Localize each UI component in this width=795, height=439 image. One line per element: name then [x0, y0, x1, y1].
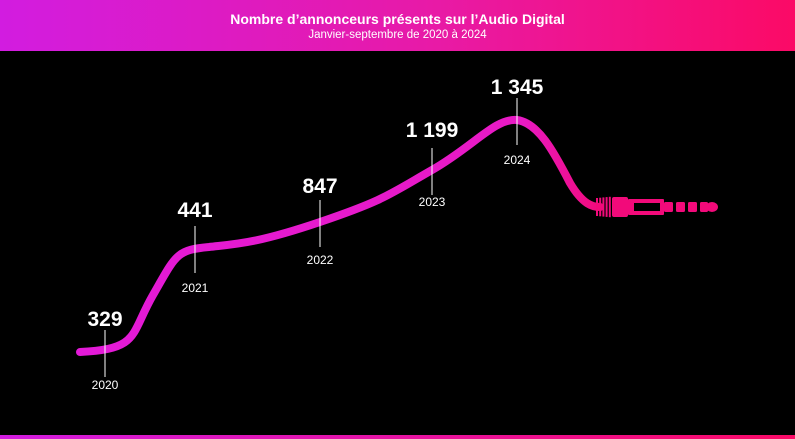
- chart-title: Nombre d’annonceurs présents sur l’Audio…: [230, 11, 565, 27]
- jack-pin-segment: [676, 202, 685, 212]
- data-label-2024: 1 345: [491, 76, 544, 99]
- jack-sleeve-slot: [634, 203, 660, 211]
- jack-pin-segment: [664, 202, 673, 212]
- data-label-2022: 847: [302, 175, 337, 198]
- line-chart: 329 2020 441 2021 847 2022 1 199 2023 1 345 2024: [76, 76, 718, 392]
- data-label-2020: 329: [87, 308, 122, 331]
- jack-pin-segment: [700, 202, 708, 212]
- jack-rib: [605, 197, 608, 217]
- audio-jack-icon: [596, 196, 718, 218]
- jack-tip: [706, 202, 718, 212]
- x-tick-label-2020: 2020: [92, 378, 119, 392]
- data-series-line: [76, 115, 604, 356]
- x-tick-label-2022: 2022: [307, 253, 334, 267]
- jack-rib: [599, 197, 602, 217]
- jack-body: [612, 197, 628, 217]
- chart-subtitle: Janvier-septembre de 2020 à 2024: [308, 29, 487, 41]
- jack-rib: [596, 198, 598, 216]
- bottom-accent-line: [0, 435, 795, 439]
- chart-header: Nombre d’annonceurs présents sur l’Audio…: [0, 0, 795, 51]
- x-tick-label-2024: 2024: [504, 153, 531, 167]
- x-tick-label-2021: 2021: [182, 281, 209, 295]
- data-label-2023: 1 199: [406, 119, 459, 142]
- data-label-2021: 441: [177, 199, 212, 222]
- jack-pin-segment: [688, 202, 697, 212]
- jack-rib: [602, 197, 605, 217]
- x-tick-label-2023: 2023: [419, 195, 446, 209]
- jack-rib: [608, 196, 611, 218]
